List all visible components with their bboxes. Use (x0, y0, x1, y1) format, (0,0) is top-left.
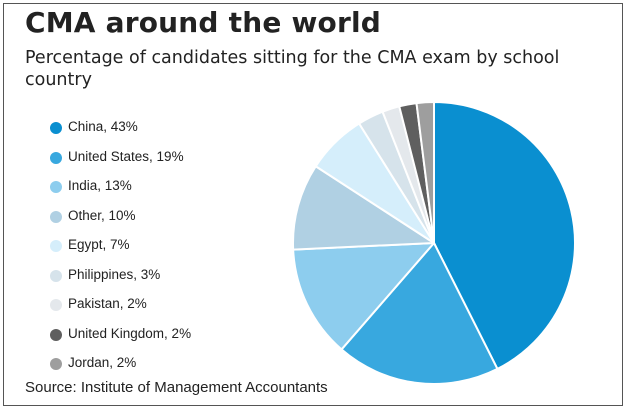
legend-label: United States, 19% (68, 148, 184, 164)
legend-label: Philippines, 3% (68, 266, 161, 282)
pie-slice-other (292, 165, 435, 251)
legend-label: India, 13% (68, 178, 132, 193)
legend-swatch (50, 358, 62, 370)
chart-title: CMA around the world (25, 6, 382, 39)
legend-swatch (50, 269, 62, 282)
legend-swatch (50, 328, 62, 341)
legend-label: Jordan, 2% (68, 355, 137, 370)
pie-slice-china (433, 101, 577, 370)
legend-swatch (50, 210, 62, 223)
legend-label: Pakistan, 2% (68, 296, 147, 311)
source-note: Source: Institute of Management Accounta… (25, 379, 328, 396)
chart-subtitle: Percentage of candidates sitting for the… (25, 48, 560, 90)
legend-label: Egypt, 7% (68, 237, 130, 252)
legend-swatch (50, 151, 62, 164)
legend-label: Other, 10% (68, 207, 136, 223)
legend-swatch (50, 122, 62, 134)
legend-label: China, 43% (68, 119, 138, 134)
pie-slice-india (292, 242, 435, 351)
pie-slice-jordan (415, 101, 435, 244)
legend-swatch (50, 299, 62, 311)
pie-slice-united-states (340, 242, 499, 385)
legend-swatch (50, 181, 62, 193)
legend-swatch (50, 240, 62, 252)
legend-label: United Kingdom, 2% (68, 325, 192, 341)
